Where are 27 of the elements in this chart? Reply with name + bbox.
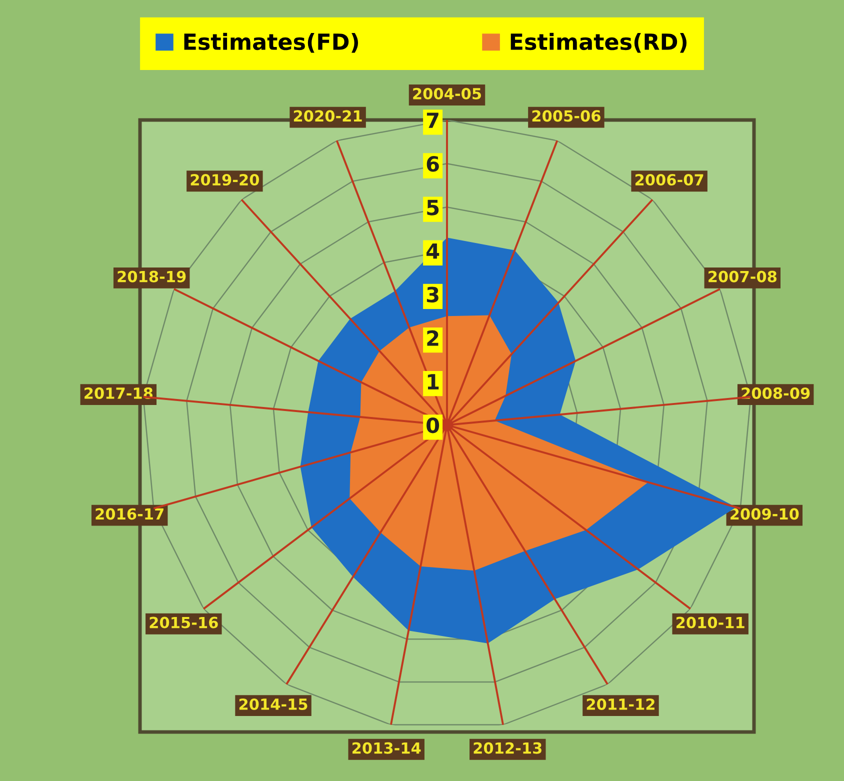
y-tick-label: 1 xyxy=(428,374,439,390)
y-tick-label: 3 xyxy=(426,286,438,302)
spoke-label: 2014-15 xyxy=(239,698,308,710)
spoke-label: 2006-07 xyxy=(635,174,704,186)
y-tick-label: 7 xyxy=(426,112,438,128)
spoke-label: 2019-20 xyxy=(190,174,260,186)
spoke-label: 2009-10 xyxy=(730,508,799,520)
spoke-label: 2008-09 xyxy=(742,387,810,399)
spoke-label: 2004-05 xyxy=(413,88,481,100)
legend-label: Estimates(FD) xyxy=(184,32,358,53)
y-tick-label: 2 xyxy=(427,330,438,346)
y-tick-label: 5 xyxy=(427,200,439,216)
spoke-label: 2011-12 xyxy=(586,698,654,710)
spoke-label: 2018-19 xyxy=(118,270,186,282)
spoke-label: 2013-14 xyxy=(352,742,421,754)
spoke-label: 2012-13 xyxy=(474,742,542,754)
y-tick-label: 4 xyxy=(426,243,440,259)
spoke-label: 2010-11 xyxy=(676,616,744,628)
spoke-label: 2007-08 xyxy=(708,270,777,282)
spoke-label: 2016-17 xyxy=(96,508,164,520)
spoke-label: 2020-21 xyxy=(294,110,362,122)
y-tick-label: 0 xyxy=(426,417,440,434)
spoke-label: 2005-06 xyxy=(532,110,600,122)
legend-label: Estimates(RD) xyxy=(510,32,686,53)
spoke-label: 2017-18 xyxy=(84,387,153,399)
spoke-label: 2015-16 xyxy=(150,616,218,628)
y-tick-label: 6 xyxy=(426,156,439,172)
